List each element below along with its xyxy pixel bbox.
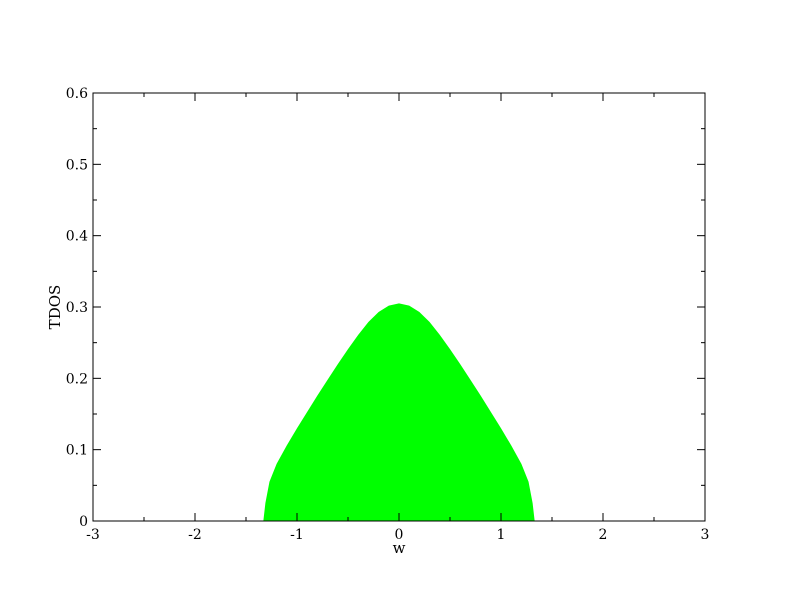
x-tick-label: 1: [497, 527, 506, 543]
y-tick-label: 0.4: [66, 229, 88, 245]
x-tick-label: -1: [290, 527, 304, 543]
x-tick-label: 2: [599, 527, 608, 543]
y-tick-label: 0.1: [66, 443, 88, 459]
x-tick-label: 3: [701, 527, 710, 543]
y-axis-label: TDOS: [46, 285, 64, 330]
minor-tick-layer: [93, 93, 705, 521]
x-tick-label: -3: [86, 527, 100, 543]
y-tick-label: 0.5: [66, 157, 88, 173]
y-tick-label: 0.2: [66, 371, 88, 387]
y-tick-label-layer: 0 0.1 0.2 0.3 0.4 0.5 0.6: [66, 86, 88, 530]
series-layer: [263, 303, 535, 521]
x-axis-label: w: [393, 539, 406, 557]
series-area-0: [263, 303, 535, 521]
x-tick-label-layer: -3 -2 -1 0 1 2 3: [86, 527, 709, 543]
x-tick-label: -2: [188, 527, 202, 543]
y-tick-label: 0.6: [66, 86, 88, 102]
y-tick-label: 0: [79, 514, 88, 530]
plot-frame: [92, 92, 706, 522]
x-tick-label: 0: [395, 527, 404, 543]
y-tick-label: 0.3: [66, 300, 88, 316]
